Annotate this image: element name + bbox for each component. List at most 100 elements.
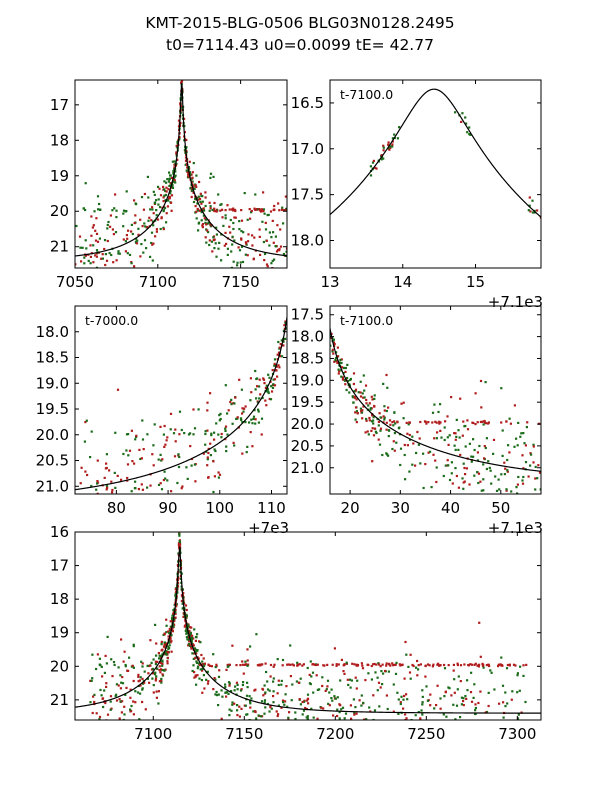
y-tick-label: 21.0 [36, 477, 69, 495]
data-point-series-a [246, 445, 249, 448]
data-point-series-b [379, 427, 383, 430]
data-point-series-b [194, 639, 197, 642]
data-point-series-a [255, 633, 258, 636]
data-point-series-b [105, 682, 108, 685]
data-point-series-a [103, 671, 106, 674]
data-point-series-a [85, 419, 88, 422]
data-point-series-b [116, 474, 119, 477]
data-point-series-b [215, 209, 218, 213]
data-point-series-a [190, 189, 194, 192]
data-point-series-a [344, 366, 347, 370]
data-point-series-b [207, 476, 210, 479]
data-point-series-a [393, 432, 396, 435]
data-point-series-a [165, 650, 168, 653]
data-point-series-a [156, 185, 160, 188]
data-point-series-b [529, 210, 532, 213]
data-point-series-b [432, 663, 435, 666]
data-point-series-b [354, 388, 358, 391]
data-point-series-a [415, 666, 418, 669]
data-point-series-a [365, 718, 368, 720]
data-point-series-a [190, 636, 193, 639]
data-point-series-b [305, 699, 309, 702]
data-point-series-a [167, 641, 171, 644]
data-point-series-b [354, 406, 358, 409]
data-point-series-a [121, 682, 125, 685]
data-point-series-a [201, 667, 204, 670]
figure-title-line-1: KMT-2015-BLG-0506 BLG03N0128.2495 [145, 14, 455, 32]
data-point-series-b [456, 663, 459, 667]
data-point-series-b [538, 471, 541, 474]
data-point-series-a [345, 388, 348, 392]
data-point-series-a [139, 676, 142, 679]
data-point-series-b [163, 424, 166, 428]
data-point-series-b [482, 420, 485, 423]
data-point-series-a [146, 664, 149, 667]
data-point-series-b [206, 456, 209, 459]
y-tick-label: 21 [50, 238, 69, 256]
data-point-series-a [460, 696, 463, 699]
data-point-series-b [341, 376, 344, 379]
data-point-series-a [241, 683, 244, 687]
data-point-series-a [530, 453, 533, 456]
data-point-series-b [438, 422, 441, 425]
data-point-series-b [163, 445, 166, 448]
data-point-series-b [137, 680, 140, 683]
data-point-series-a [421, 703, 424, 706]
data-point-series-b [161, 662, 164, 665]
data-point-series-b [424, 664, 427, 667]
data-point-series-b [112, 233, 115, 236]
data-point-series-a [316, 688, 319, 691]
data-point-series-a [230, 250, 233, 253]
data-point-series-a [489, 469, 492, 472]
data-point-series-a [333, 695, 336, 698]
data-point-series-a [462, 487, 465, 490]
data-point-series-b [281, 664, 284, 667]
data-point-series-a [100, 665, 103, 668]
data-point-series-a [147, 219, 150, 222]
data-point-series-a [233, 239, 236, 242]
data-point-series-b [244, 405, 247, 408]
data-point-series-b [363, 718, 366, 720]
data-point-series-a [162, 226, 165, 229]
data-point-series-a [455, 704, 459, 707]
data-point-series-b [95, 232, 99, 235]
data-point-series-b [246, 254, 249, 257]
data-point-series-a [186, 631, 189, 634]
data-point-series-a [224, 217, 227, 220]
data-point-series-b [110, 480, 113, 483]
data-point-series-b [340, 358, 343, 361]
data-point-series-b [408, 671, 412, 674]
y-tick-label: 18.0 [36, 323, 69, 341]
data-point-series-a [249, 645, 252, 648]
data-point-series-a [516, 674, 519, 677]
data-point-series-b [279, 228, 282, 231]
data-point-series-a [265, 390, 268, 393]
data-point-series-a [187, 166, 190, 169]
data-point-series-b [444, 420, 447, 423]
data-point-series-b [273, 362, 276, 365]
data-point-series-b [289, 675, 292, 678]
data-point-series-a [240, 418, 243, 422]
data-point-series-b [355, 712, 358, 715]
data-point-series-a [516, 444, 519, 447]
data-point-series-a [113, 207, 116, 210]
data-point-series-a [408, 438, 412, 441]
panel-annotation: t-7100.0 [340, 313, 393, 328]
data-point-series-a [257, 714, 260, 717]
data-point-series-a [359, 407, 362, 410]
data-point-series-a [527, 209, 530, 212]
data-point-series-a [204, 432, 207, 436]
data-point-series-b [414, 464, 417, 467]
data-point-series-b [366, 430, 369, 433]
data-point-series-a [75, 224, 78, 228]
data-point-series-a [405, 653, 408, 656]
data-point-series-a [123, 720, 125, 722]
data-point-series-a [197, 195, 200, 198]
data-point-series-b [173, 166, 176, 169]
data-point-series-b [101, 697, 104, 700]
data-point-series-b [205, 223, 208, 226]
data-point-series-a [490, 671, 493, 674]
data-point-series-b [208, 239, 211, 242]
data-point-series-b [105, 259, 109, 262]
data-point-series-b [385, 428, 388, 431]
